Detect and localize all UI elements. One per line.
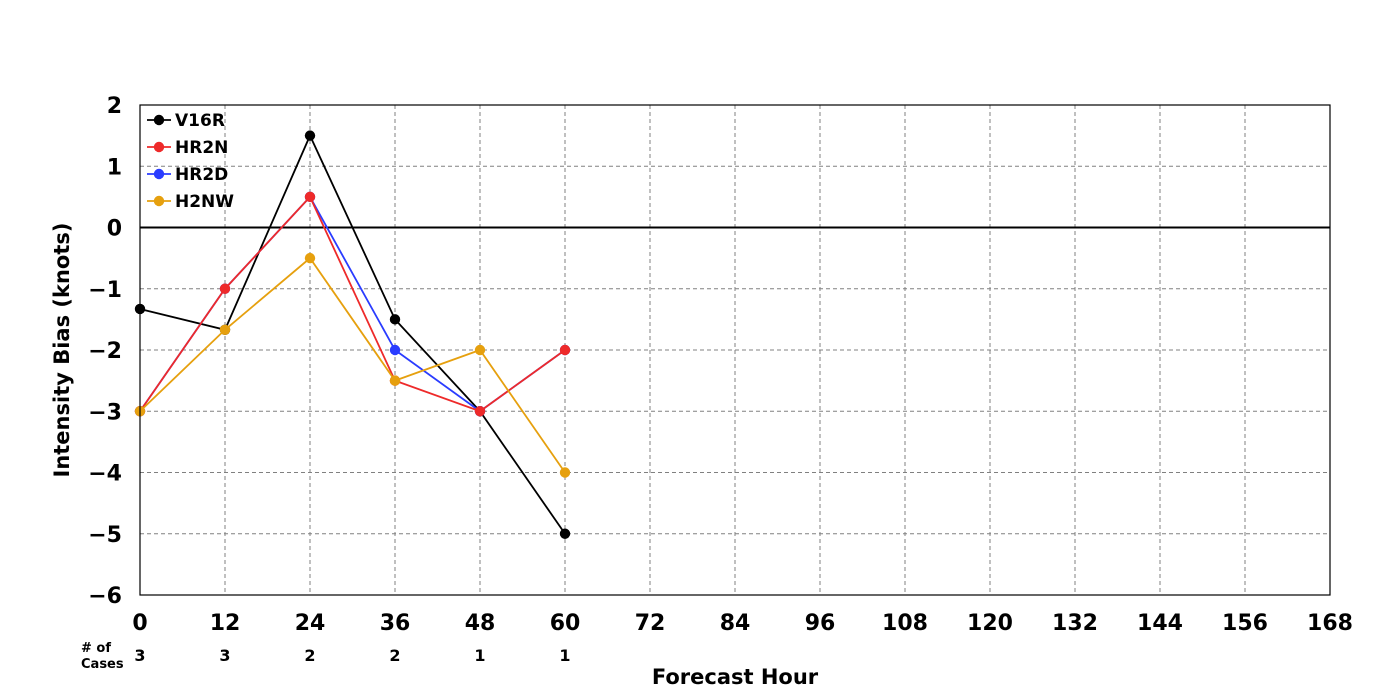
x-tick-label: 84	[720, 611, 751, 636]
plot-frame	[139, 104, 1331, 596]
x-tick-label: 168	[1307, 611, 1353, 636]
legend-label: HR2D	[175, 165, 228, 185]
y-tick-label: 2	[107, 94, 122, 119]
data-point-hr2n	[474, 406, 486, 417]
data-point-h2nw	[219, 324, 231, 335]
data-point-v16r	[389, 314, 401, 325]
x-tick-label: 144	[1137, 611, 1183, 636]
case-count-label: 3	[134, 646, 145, 665]
cases-row: # of Cases 3 3 2 2 1 1	[81, 641, 571, 672]
legend-item-hr2n: HR2N	[147, 138, 228, 158]
series-line-h2nw	[139, 256, 566, 474]
data-point-h2nw	[474, 344, 486, 356]
legend-marker	[153, 168, 165, 180]
y-tick-label: −1	[88, 278, 122, 303]
series-lines	[134, 130, 571, 539]
x-tick-label: 120	[967, 611, 1013, 636]
legend-marker	[153, 114, 165, 126]
legend-label: HR2N	[175, 138, 228, 158]
y-tick-label: 0	[107, 217, 122, 242]
x-tick-label: 96	[805, 611, 836, 636]
data-point-v16r	[559, 528, 571, 539]
data-point-h2nw	[389, 375, 401, 386]
legend: V16R HR2N HR2D H2NW	[147, 111, 234, 212]
data-point-hr2n	[219, 283, 231, 294]
case-count-label: 1	[559, 646, 570, 665]
data-point-hr2d	[389, 344, 401, 356]
y-tick-label: −3	[88, 400, 122, 425]
y-tick-label: −5	[88, 523, 122, 548]
y-axis-title: Intensity Bias (knots)	[50, 223, 74, 478]
x-tick-label: 36	[380, 611, 411, 636]
series-line-v16r	[139, 133, 566, 535]
cases-header-line1: # of	[81, 641, 111, 656]
data-point-h2nw	[304, 252, 316, 264]
legend-item-h2nw: H2NW	[147, 192, 234, 212]
data-point-hr2n	[304, 191, 316, 203]
legend-marker	[153, 195, 165, 207]
y-tick-label: −2	[88, 339, 122, 364]
legend-marker	[153, 141, 165, 153]
x-tick-label: 48	[465, 611, 496, 636]
legend-item-v16r: V16R	[147, 111, 225, 131]
x-tick-label: 60	[550, 611, 581, 636]
x-tick-label: 24	[295, 611, 326, 636]
case-count-label: 2	[389, 646, 400, 665]
data-point-hr2n	[559, 344, 571, 356]
cases-header-line2: Cases	[81, 657, 124, 672]
case-count-label: 1	[474, 646, 485, 665]
series-h2nw	[134, 252, 571, 478]
legend-label: H2NW	[175, 192, 234, 212]
x-axis-title: Forecast Hour	[652, 665, 819, 689]
x-tick-label: 132	[1052, 611, 1098, 636]
case-count-label: 2	[304, 646, 315, 665]
y-tick-label: −6	[88, 584, 122, 609]
grid-lines	[140, 105, 1330, 595]
data-point-h2nw	[559, 467, 571, 478]
legend-label: V16R	[175, 111, 225, 131]
y-axis-ticks: 2 1 0 −1 −2 −3 −4 −5 −6	[88, 94, 122, 609]
x-tick-label: 156	[1222, 611, 1268, 636]
y-tick-label: −4	[88, 462, 122, 487]
x-axis-ticks: 0 12 24 36 48 60 72 84 96 108 120 132 144 156 168	[132, 611, 1353, 636]
data-point-v16r	[304, 130, 316, 141]
case-count-label: 3	[219, 646, 230, 665]
x-tick-label: 72	[635, 611, 666, 636]
x-tick-label: 108	[882, 611, 928, 636]
x-tick-label: 12	[210, 611, 241, 636]
series-line-hr2n	[139, 195, 566, 413]
legend-item-hr2d: HR2D	[147, 165, 228, 185]
x-tick-label: 0	[132, 611, 147, 636]
y-tick-label: 1	[107, 155, 122, 180]
